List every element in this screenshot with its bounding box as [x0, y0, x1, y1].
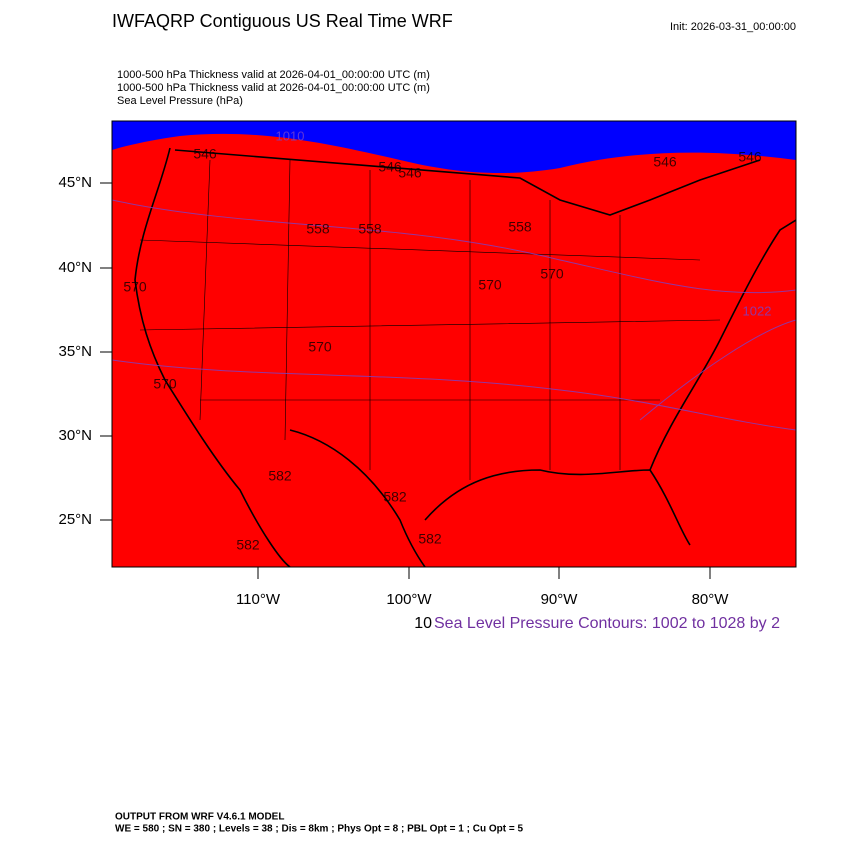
subtitle: 1000-500 hPa Thickness valid at 2026-04-…: [117, 82, 430, 94]
thickness-label: 570: [308, 339, 332, 355]
footer: OUTPUT FROM WRF V4.6.1 MODEL: [115, 812, 284, 823]
state-lines: [139, 159, 721, 480]
thickness-label: 570: [153, 376, 177, 392]
subtitle: Sea Level Pressure (hPa): [117, 95, 243, 107]
coastline: [134, 147, 796, 567]
init-time: Init: 2026-03-31_00:00:00: [670, 21, 796, 33]
pressure-label: 1022: [743, 303, 772, 318]
lon-label: 100°W: [386, 591, 432, 608]
thickness-label: 570: [540, 266, 564, 282]
contour-note: Sea Level Pressure Contours: 1002 to 102…: [434, 615, 780, 632]
thickness-label: 558: [508, 219, 532, 235]
thickness-label: 546: [193, 146, 217, 162]
thickness-label: 582: [383, 489, 407, 505]
lat-label: 30°N: [58, 427, 92, 444]
thickness-label: 558: [306, 221, 330, 237]
lat-label: 45°N: [58, 174, 92, 191]
thickness-label: 546: [398, 165, 422, 181]
thickness-label: 570: [123, 279, 147, 295]
lat-label: 25°N: [58, 511, 92, 528]
lon-label: 80°W: [692, 591, 730, 608]
thickness-label: 546: [378, 159, 402, 175]
thickness-label: 546: [738, 149, 762, 165]
title: IWFAQRP Contiguous US Real Time WRF: [112, 11, 453, 31]
lon-label: 110°W: [236, 591, 281, 608]
thickness-label: 582: [236, 537, 260, 553]
pressure-contours: [112, 199, 796, 431]
map-field: [112, 121, 796, 567]
footer: WE = 580 ; SN = 380 ; Levels = 38 ; Dis …: [115, 824, 523, 835]
lon-label: 90°W: [541, 591, 579, 608]
map-frame: [111, 120, 797, 568]
lat-label: 35°N: [58, 343, 92, 360]
subtitle: 1000-500 hPa Thickness valid at 2026-04-…: [117, 69, 430, 81]
thickness-label: 546: [653, 154, 677, 170]
lat-label: 40°N: [58, 259, 92, 276]
thickness-label: 582: [418, 531, 442, 547]
cold-region: [112, 121, 796, 174]
thickness-label: 570: [478, 277, 502, 293]
thickness-label: 582: [268, 468, 292, 484]
thickness-label: 558: [358, 221, 382, 237]
cut-label: 10: [414, 615, 432, 632]
pressure-label: 1010: [276, 128, 305, 143]
map: [112, 121, 796, 567]
